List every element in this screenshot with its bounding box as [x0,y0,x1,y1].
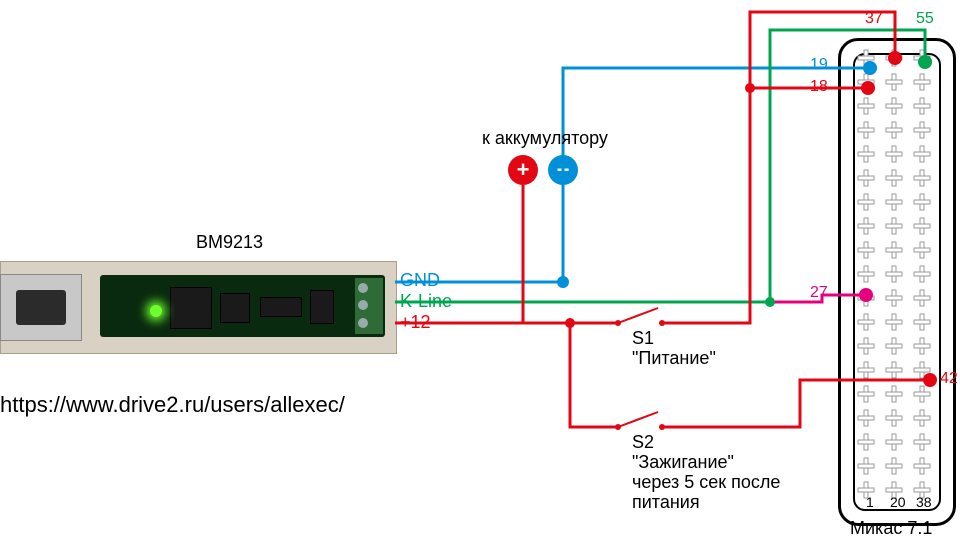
connector-label: Микас 7.1 [850,518,932,539]
pin-38: 38 [916,494,932,510]
status-led [150,305,162,317]
pin-1: 1 [866,494,874,510]
pin-27: 27 [810,284,828,302]
kline-label: K-Line [400,291,452,312]
s1-label: "Питание" [632,348,716,369]
screw-terminal [355,278,383,334]
plus12-label: +12 [400,312,431,333]
ic-chip-3 [260,297,302,317]
s1-name: S1 [632,328,654,349]
pin-37: 37 [865,10,883,28]
pin-19: 19 [810,56,828,74]
usb-plug [0,274,82,341]
battery-plus-icon: + [508,155,538,185]
battery-minus-icon: − [548,155,578,185]
ic-chip-2 [220,293,250,323]
pin-18: 18 [810,78,828,96]
pin-55: 55 [916,10,934,28]
pcb-board [100,275,385,337]
ic-chip-4 [310,290,334,324]
pin-42: 42 [940,370,958,388]
battery-label: к аккумулятору [482,128,608,149]
module-label: BM9213 [196,232,263,253]
pin-20: 20 [890,494,906,510]
s2-label: "Зажигание" [632,452,734,473]
gnd-label: GND [400,270,440,291]
url-text: https://www.drive2.ru/users/allexec/ [0,392,345,418]
ecu-connector [838,38,956,526]
s2-note2: питания [632,492,700,513]
s2-note1: через 5 сек после [632,472,780,493]
ic-chip [170,287,212,329]
ecu-connector-inner [853,53,941,511]
s2-name: S2 [632,432,654,453]
